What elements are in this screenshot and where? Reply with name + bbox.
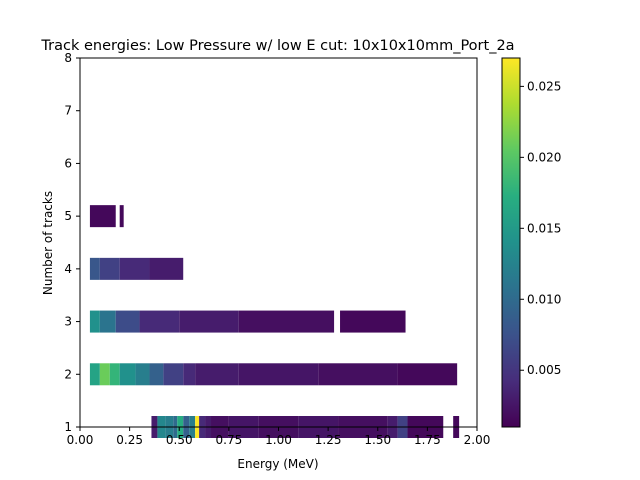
heatmap-cell (183, 363, 196, 386)
colorbar-tick-label: 0.010 (527, 292, 561, 306)
heatmap-cell (149, 257, 184, 280)
heatmap-cell (99, 257, 120, 280)
x-tick-label: 0.00 (67, 433, 94, 447)
y-tick-label: 5 (64, 209, 72, 223)
heatmap-cell (89, 310, 100, 333)
heatmap-cell (340, 310, 406, 333)
y-tick-label: 1 (64, 420, 72, 434)
y-axis-label: Number of tracks (41, 191, 55, 295)
heatmap-cell (119, 363, 136, 386)
heatmap-cell (89, 363, 100, 386)
colorbar-tick-label: 0.005 (527, 363, 561, 377)
heatmap-cell (99, 363, 110, 386)
x-tick-label: 2.00 (464, 433, 491, 447)
x-tick-label: 1.75 (414, 433, 441, 447)
y-tick-label: 7 (64, 104, 72, 118)
x-axis: 0.00 0.25 0.50 0.75 1.00 1.25 1.50 1.75 2.00 (67, 427, 491, 447)
heatmap-cell (238, 363, 319, 386)
heatmap-cell (119, 205, 124, 228)
y-tick-label: 2 (64, 367, 72, 381)
y-tick-label: 8 (64, 51, 72, 65)
heatmap-cell (115, 310, 140, 333)
colorbar-tick-label: 0.025 (527, 79, 561, 93)
x-tick-label: 0.50 (166, 433, 193, 447)
heatmap-cell (238, 310, 335, 333)
heatmap-cell (139, 310, 180, 333)
y-axis: 1 2 3 4 5 6 7 8 (64, 51, 80, 434)
heatmap-cell (149, 363, 164, 386)
colorbar (501, 57, 521, 428)
colorbar-tick-label: 0.020 (527, 150, 561, 164)
x-tick-label: 1.50 (364, 433, 391, 447)
x-axis-label: Energy (MeV) (237, 457, 318, 471)
y-tick-label: 3 (64, 315, 72, 329)
heatmap-cell (99, 310, 116, 333)
x-tick-label: 0.25 (116, 433, 143, 447)
heatmap-cell (163, 363, 184, 386)
y-tick-label: 6 (64, 156, 72, 170)
x-tick-label: 0.75 (216, 433, 243, 447)
colorbar-ticks: 0.005 0.010 0.015 0.020 0.025 (520, 79, 561, 377)
heatmap-cell (318, 363, 398, 386)
heatmap-cell (195, 363, 239, 386)
heatmap-cells (89, 205, 460, 438)
x-tick-label: 1.00 (265, 433, 292, 447)
y-tick-label: 4 (64, 262, 72, 276)
colorbar-tick-label: 0.015 (527, 221, 561, 235)
heatmap-cell (135, 363, 150, 386)
heatmap-cell (119, 257, 150, 280)
chart-title: Track energies: Low Pressure w/ low E cu… (40, 38, 514, 54)
heatmap-cell (397, 363, 458, 386)
heatmap-cell (179, 310, 239, 333)
heatmap-cell (89, 257, 100, 280)
x-tick-label: 1.25 (315, 433, 342, 447)
heatmap-cell (109, 363, 120, 386)
heatmap-cell (89, 205, 116, 228)
